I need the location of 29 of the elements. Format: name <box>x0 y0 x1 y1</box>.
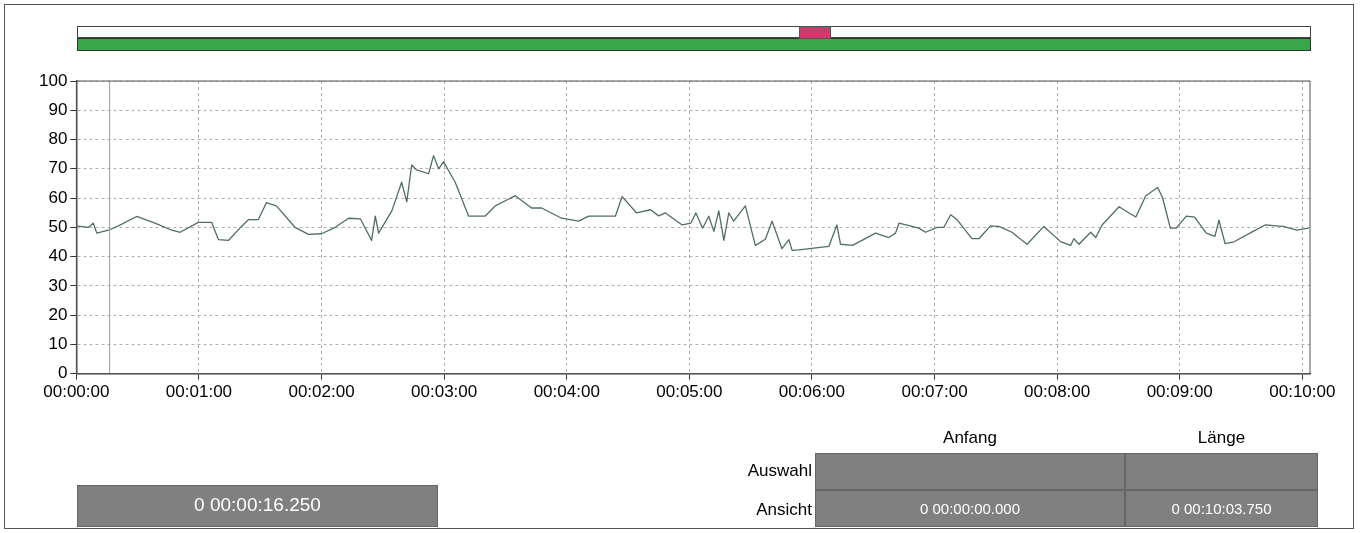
text: Anfang <box>942 428 998 448</box>
y-tick-label: 100 <box>38 70 68 90</box>
x-tick-label: 00:07:00 <box>901 382 968 402</box>
y-tick-label: 30 <box>48 275 68 295</box>
x-tick-label: 00:03:00 <box>411 382 478 402</box>
y-tick-label: 80 <box>48 129 68 149</box>
y-tick-label: 40 <box>48 246 68 266</box>
x-tick-label: 00:04:00 <box>533 382 600 402</box>
x-tick-label: 00:05:00 <box>656 382 723 402</box>
x-tick-label: 00:08:00 <box>1024 382 1091 402</box>
y-tick-label: 90 <box>48 99 68 119</box>
text: Auswahl <box>747 461 812 481</box>
x-tick-label: 00:02:00 <box>288 382 355 402</box>
x-tick-label: 00:01:00 <box>165 382 233 402</box>
y-tick-label: 60 <box>48 187 68 207</box>
text: 0 00:00:00.000 <box>918 500 1022 517</box>
y-tick-label: 70 <box>48 158 68 178</box>
y-tick-label: 50 <box>48 216 68 236</box>
y-tick-label: 20 <box>48 304 68 324</box>
text: Länge <box>1196 428 1247 448</box>
x-tick-label: 00:06:00 <box>778 382 846 402</box>
x-tick-label: 00:00:00 <box>43 382 110 402</box>
text: 0 00:10:03.750 <box>1170 500 1273 517</box>
y-tick-label: 0 <box>57 363 68 383</box>
x-tick-label: 00:09:00 <box>1146 382 1213 402</box>
y-tick-label: 10 <box>48 334 68 354</box>
x-tick-label: 00:10:00 <box>1269 382 1336 402</box>
text: Ansicht <box>756 500 812 520</box>
text: 0 00:00:16.250 <box>193 494 322 516</box>
